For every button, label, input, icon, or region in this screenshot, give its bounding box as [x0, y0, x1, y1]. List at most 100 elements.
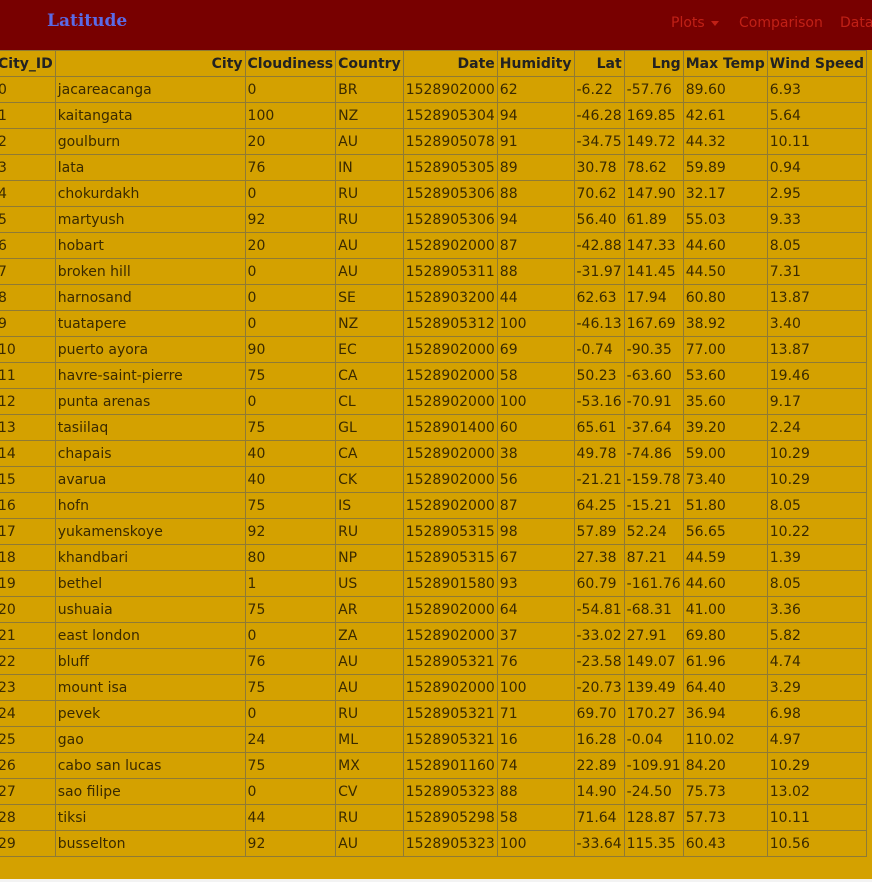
table-cell: 167.69	[623, 310, 684, 337]
table-cell: 13.87	[766, 336, 868, 363]
table-cell: 94	[496, 102, 575, 129]
table-cell: 1528905321	[402, 648, 498, 675]
table-row: 17 yukamenskoye 92 RU 1528905315 98 57.89 52.24…	[0, 518, 868, 545]
column-header: Lat	[573, 50, 625, 77]
table-cell: 62.63	[573, 284, 625, 311]
nav-data-link[interactable]: Data	[840, 15, 872, 31]
table-cell: 1528905312	[402, 310, 498, 337]
table-cell: 39.20	[682, 414, 768, 441]
table-cell: 1.39	[766, 544, 868, 571]
table-cell: 27.38	[573, 544, 625, 571]
table-cell: ushuaia	[54, 596, 246, 623]
column-header: Country	[335, 50, 404, 77]
table-cell: 75	[244, 752, 337, 779]
table-cell: 87.21	[623, 544, 684, 571]
table-cell: tiksi	[54, 804, 246, 831]
table-cell: 1528905298	[402, 804, 498, 831]
table-cell: AU	[335, 648, 404, 675]
table-cell: 44.59	[682, 544, 768, 571]
table-cell: 14.90	[573, 778, 625, 805]
table-cell: 62	[496, 76, 575, 103]
table-cell: 60.80	[682, 284, 768, 311]
table-cell: 40	[244, 440, 337, 467]
table-cell: 1	[0, 102, 56, 129]
table-cell: 17.94	[623, 284, 684, 311]
table-cell: 49.78	[573, 440, 625, 467]
table-cell: 76	[244, 154, 337, 181]
table-row: 0 jacareacanga 0 BR 1528902000 62 -6.22 -57.76 8…	[0, 76, 868, 103]
nav-comparison-link[interactable]: Comparison	[739, 15, 823, 31]
table-row: 10 puerto ayora 90 EC 1528902000 69 -0.74 -90.3…	[0, 336, 868, 363]
table-cell: 1528902000	[402, 76, 498, 103]
table-cell: 20	[0, 596, 56, 623]
table-cell: 94	[496, 206, 575, 233]
table-cell: 88	[496, 180, 575, 207]
table-cell: 1528902000	[402, 596, 498, 623]
brand-link[interactable]: Latitude	[47, 11, 128, 31]
table-cell: 5.64	[766, 102, 868, 129]
table-cell: 1528905321	[402, 700, 498, 727]
table-cell: 56.65	[682, 518, 768, 545]
table-cell: 19.46	[766, 362, 868, 389]
table-cell: 18	[0, 544, 56, 571]
table-cell: 7.31	[766, 258, 868, 285]
table-cell: 115.35	[623, 830, 684, 857]
table-row: 26 cabo san lucas 75 MX 1528901160 74 22.89 -10…	[0, 752, 868, 779]
column-header: Wind Speed	[766, 50, 868, 77]
table-cell: 16.28	[573, 726, 625, 753]
table-cell: 149.72	[623, 128, 684, 155]
table-cell: -37.64	[623, 414, 684, 441]
table-cell: RU	[335, 804, 404, 831]
table-cell: 0	[244, 622, 337, 649]
table-cell: 56.40	[573, 206, 625, 233]
table-cell: 73.40	[682, 466, 768, 493]
table-cell: 78.62	[623, 154, 684, 181]
table-row: 19 bethel 1 US 1528901580 93 60.79 -161.76 44.60…	[0, 570, 868, 597]
nav-plots-dropdown[interactable]: Plots	[671, 15, 719, 31]
table-cell: busselton	[54, 830, 246, 857]
table-cell: 0	[244, 258, 337, 285]
table-cell: 100	[496, 310, 575, 337]
table-cell: 1528901580	[402, 570, 498, 597]
table-cell: 6	[0, 232, 56, 259]
table-cell: 75	[244, 492, 337, 519]
table-cell: 1528905315	[402, 544, 498, 571]
table-cell: 9.33	[766, 206, 868, 233]
table-row: 22 bluff 76 AU 1528905321 76 -23.58 149.07 61.96…	[0, 648, 868, 675]
table-cell: 92	[244, 830, 337, 857]
table-cell: puerto ayora	[54, 336, 246, 363]
table-cell: 2.95	[766, 180, 868, 207]
table-cell: 7	[0, 258, 56, 285]
table-cell: -54.81	[573, 596, 625, 623]
table-cell: bluff	[54, 648, 246, 675]
table-viewport[interactable]: City_ID City Cloudiness Country Date Humidity…	[0, 50, 872, 882]
table-cell: 57.89	[573, 518, 625, 545]
table-cell: 75	[244, 414, 337, 441]
table-cell: lata	[54, 154, 246, 181]
table-cell: 128.87	[623, 804, 684, 831]
table-cell: 61.96	[682, 648, 768, 675]
table-cell: 147.33	[623, 232, 684, 259]
table-cell: RU	[335, 206, 404, 233]
table-cell: 0	[0, 76, 56, 103]
table-cell: 1528901400	[402, 414, 498, 441]
table-cell: 44.60	[682, 232, 768, 259]
table-cell: 6.98	[766, 700, 868, 727]
table-cell: hobart	[54, 232, 246, 259]
table-cell: 38	[496, 440, 575, 467]
table-row: 13 tasiilaq 75 GL 1528901400 60 65.61 -37.64 39.…	[0, 414, 868, 441]
table-cell: 41.00	[682, 596, 768, 623]
table-cell: -161.76	[623, 570, 684, 597]
table-cell: -42.88	[573, 232, 625, 259]
table-row: 3 lata 76 IN 1528905305 89 30.78 78.62 59.89 0.94	[0, 154, 868, 181]
table-cell: 64.40	[682, 674, 768, 701]
table-cell: 4.97	[766, 726, 868, 753]
table-cell: 2.24	[766, 414, 868, 441]
table-cell: 10.11	[766, 804, 868, 831]
table-row: 16 hofn 75 IS 1528902000 87 64.25 -15.21 51.80 8.…	[0, 492, 868, 519]
bottom-divider	[0, 879, 872, 882]
table-cell: ML	[335, 726, 404, 753]
table-cell: hofn	[54, 492, 246, 519]
table-cell: 1528902000	[402, 362, 498, 389]
table-row: 20 ushuaia 75 AR 1528902000 64 -54.81 -68.31 41.…	[0, 596, 868, 623]
